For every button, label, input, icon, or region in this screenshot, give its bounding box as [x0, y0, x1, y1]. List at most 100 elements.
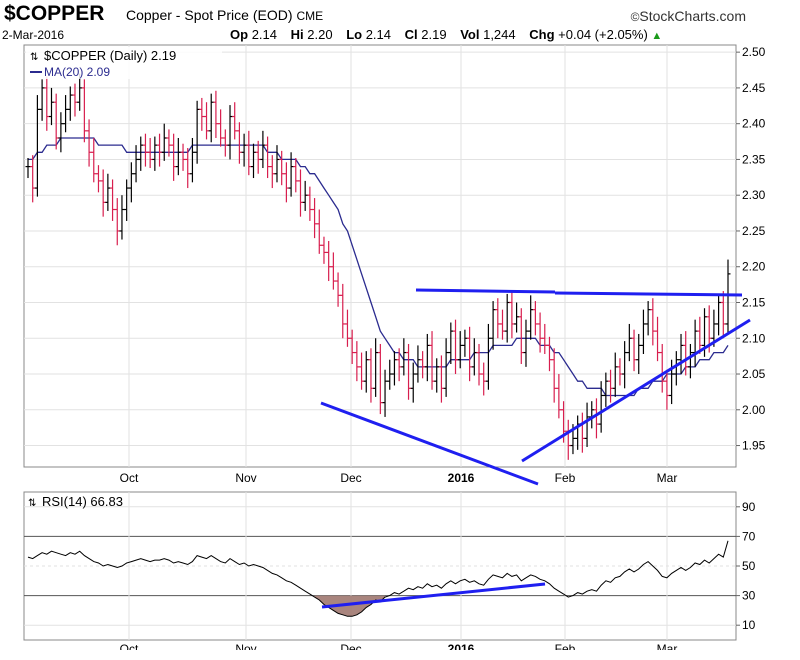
price-bar	[598, 381, 604, 433]
price-bar	[462, 329, 468, 357]
price-bar	[420, 351, 426, 379]
price-bar	[467, 326, 473, 382]
price-bars-layer	[25, 73, 731, 460]
price-bar	[471, 338, 477, 376]
price-bar	[236, 122, 242, 164]
bars-legend-icon: ⇅	[30, 52, 38, 63]
quote-stats: Op 2.14 Hi 2.20 Lo 2.14 Cl 2.19 Vol 1,24…	[230, 27, 662, 42]
price-bar	[321, 236, 327, 264]
price-bar	[330, 252, 336, 290]
open-value: 2.14	[251, 27, 277, 42]
price-bar	[128, 162, 134, 203]
change-value: +0.04 (+2.05%)	[558, 27, 648, 42]
price-bar	[100, 169, 106, 217]
price-bar	[222, 129, 228, 157]
price-bar	[255, 140, 261, 174]
instrument-description: Copper - Spot Price (EOD) CME	[126, 7, 323, 23]
price-bar	[720, 291, 726, 339]
price-bar	[48, 87, 54, 126]
price-bar	[335, 272, 341, 307]
price-bar	[124, 179, 130, 221]
volume-value: 1,244	[483, 27, 516, 42]
rsi-x-label: Mar	[657, 642, 678, 650]
price-bar	[119, 195, 125, 240]
rsi-tick-label: 70	[742, 529, 756, 543]
price-x-label: 2016	[448, 471, 475, 485]
price-bar	[457, 331, 463, 369]
price-bar	[175, 137, 181, 176]
price-bar	[514, 302, 520, 333]
price-bar	[664, 369, 670, 410]
brand-logo[interactable]: ©StockCharts.com	[631, 8, 746, 24]
rsi-legend-icon: ⇅	[28, 498, 36, 509]
close-label: Cl	[404, 27, 418, 42]
price-bar	[481, 362, 487, 396]
price-bar	[44, 76, 50, 131]
price-bar	[58, 112, 64, 153]
price-bar	[683, 331, 689, 376]
price-bar	[424, 333, 430, 382]
price-tick-label: 2.00	[742, 403, 766, 417]
price-bar	[241, 133, 247, 167]
rsi-chart[interactable]: 90 70 50 30 10 Oct Nov Dec 2016 Feb Mar ⇅ RSI(14)…	[0, 490, 800, 650]
price-bar	[410, 362, 416, 403]
price-bar	[518, 308, 524, 365]
ticker-symbol[interactable]: $COPPER	[4, 2, 105, 25]
price-bar	[368, 348, 374, 403]
price-bar	[218, 109, 224, 147]
price-bar	[396, 348, 402, 382]
price-bar	[114, 198, 120, 246]
price-tick-label: 2.40	[742, 117, 766, 131]
price-tick-label: 2.05	[742, 367, 766, 381]
close-value: 2.19	[421, 27, 447, 42]
price-bar	[340, 283, 346, 339]
price-bar	[269, 155, 275, 189]
rsi-x-label: 2016	[448, 642, 475, 650]
price-tick-label: 1.95	[742, 439, 766, 453]
price-bar	[485, 323, 491, 390]
price-bar	[490, 301, 496, 350]
price-bar	[194, 100, 200, 164]
price-bar	[180, 143, 186, 171]
falling-trend-line	[320, 401, 539, 486]
price-bar	[283, 162, 289, 203]
price-x-label: Nov	[235, 471, 256, 485]
volume-label: Vol	[460, 27, 480, 42]
price-bar	[166, 129, 172, 157]
price-bar	[655, 316, 661, 362]
price-bar	[157, 133, 163, 167]
rsi-x-axis: Oct Nov Dec 2016 Feb Mar	[120, 642, 678, 650]
price-bar	[406, 343, 412, 400]
price-bar	[546, 336, 552, 372]
price-bar	[91, 137, 97, 183]
rsi-trend-line-layer	[321, 582, 546, 609]
rising-trend-line	[521, 318, 751, 463]
description-text: Copper - Spot Price (EOD)	[126, 7, 293, 23]
rsi-tick-label: 50	[742, 559, 756, 573]
rsi-x-label: Oct	[120, 642, 139, 650]
open-label: Op	[230, 27, 249, 42]
price-bar	[161, 123, 167, 161]
price-bar	[227, 105, 233, 160]
price-bar	[105, 173, 111, 211]
price-bar	[532, 301, 538, 336]
price-bar	[39, 79, 45, 121]
price-x-label: Dec	[340, 471, 361, 485]
price-chart[interactable]: 2.50 2.45 2.40 2.35 2.30 2.25 2.20 2.15 2.10 2.05…	[0, 40, 800, 510]
price-y-axis: 2.50 2.45 2.40 2.35 2.30 2.25 2.20 2.15 2.10 2.05…	[736, 45, 766, 453]
price-bar	[584, 402, 590, 447]
price-bar	[312, 198, 318, 239]
copyright-icon: ©	[630, 10, 640, 24]
price-grid	[24, 45, 736, 467]
rsi-y-axis: 90 70 50 30 10	[736, 500, 756, 632]
ma-line	[28, 137, 729, 397]
price-bar	[434, 358, 440, 393]
price-tick-label: 2.15	[742, 295, 766, 309]
price-bar	[504, 293, 510, 343]
price-bar	[260, 130, 266, 169]
price-bar	[373, 338, 379, 397]
up-arrow-icon: ▲	[651, 30, 663, 42]
rsi-x-label: Dec	[340, 642, 361, 650]
price-bar	[495, 298, 501, 339]
price-bar	[537, 312, 543, 353]
